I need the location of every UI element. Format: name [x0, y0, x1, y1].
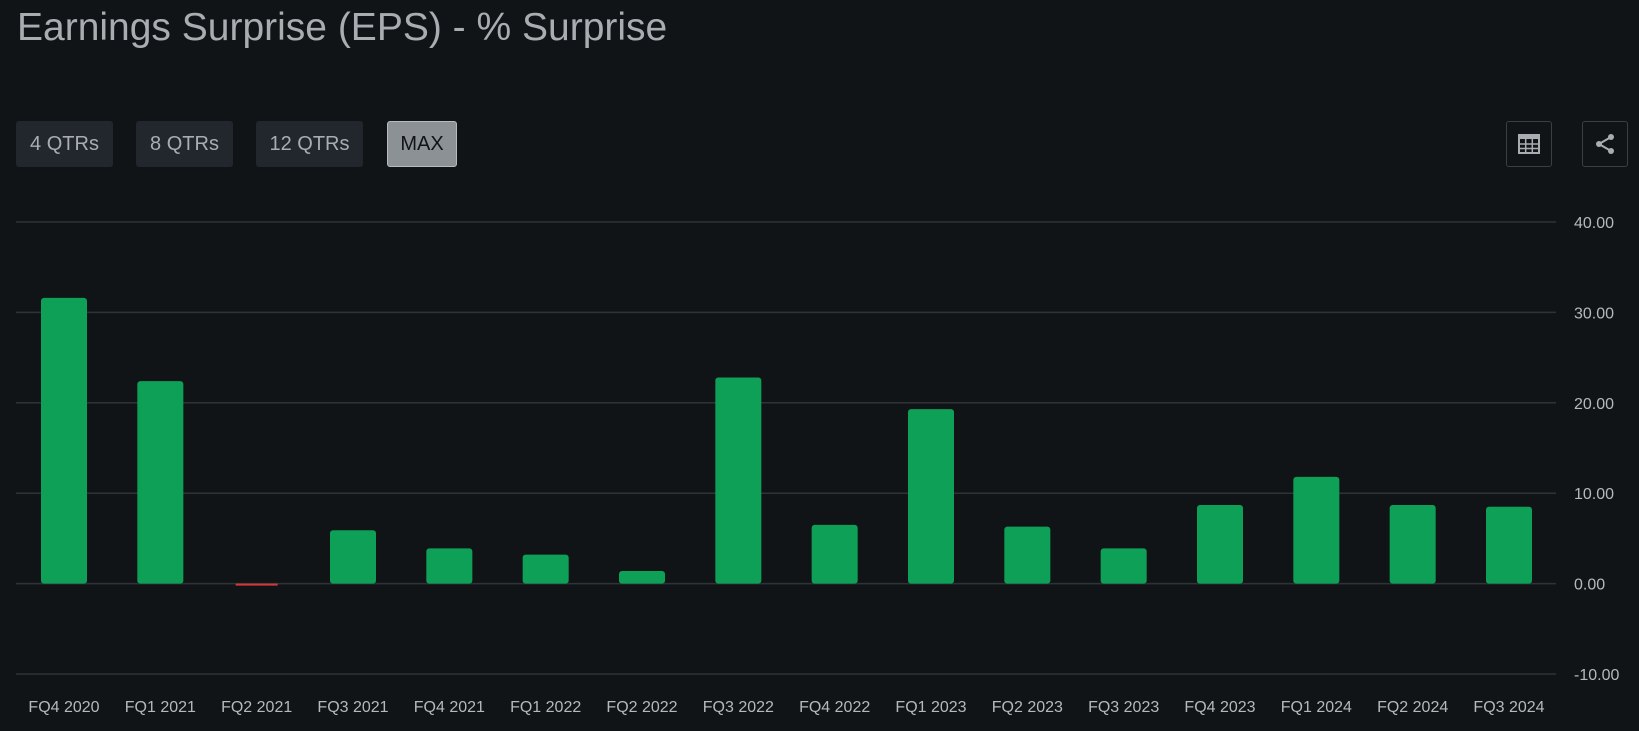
bar [1389, 504, 1436, 584]
x-tick-label: FQ1 2024 [1281, 699, 1352, 716]
range-max-button[interactable]: MAX [387, 121, 457, 167]
x-tick-label: FQ2 2021 [221, 699, 292, 716]
bar [619, 570, 665, 584]
bar [908, 409, 954, 584]
y-tick-label: 30.00 [1574, 305, 1614, 322]
x-tick-label: FQ4 2023 [1184, 699, 1255, 716]
y-tick-label: -10.00 [1574, 667, 1619, 684]
x-tick-label: FQ4 2022 [799, 699, 870, 716]
x-tick-label: FQ2 2023 [992, 699, 1063, 716]
x-tick-label: FQ1 2023 [895, 699, 966, 716]
range-12-qtrs-button[interactable]: 12 QTRs [256, 121, 363, 167]
x-tick-label: FQ3 2023 [1088, 699, 1159, 716]
page-title: Earnings Surprise (EPS) - % Surprise [17, 6, 668, 49]
bar [330, 530, 376, 584]
y-tick-label: 0.00 [1574, 577, 1605, 594]
bar [426, 548, 473, 584]
bar [1293, 476, 1340, 584]
share-button[interactable] [1582, 121, 1628, 167]
bar [715, 377, 762, 584]
x-tick-label: FQ4 2021 [414, 699, 485, 716]
range-8-qtrs-button[interactable]: 8 QTRs [136, 121, 233, 167]
x-tick-label: FQ2 2024 [1377, 699, 1448, 716]
x-tick-label: FQ1 2022 [510, 699, 581, 716]
share-icon [1596, 134, 1614, 154]
y-tick-label: 10.00 [1574, 486, 1614, 503]
table-icon [1518, 134, 1540, 154]
bar [522, 554, 569, 584]
bar [1197, 504, 1243, 584]
bar [137, 381, 184, 584]
range-4-qtrs-button[interactable]: 4 QTRs [16, 121, 113, 167]
bar [811, 524, 858, 584]
x-tick-label: FQ2 2022 [606, 699, 677, 716]
x-tick-label: FQ3 2021 [317, 699, 388, 716]
bar [235, 583, 278, 586]
x-tick-label: FQ3 2024 [1473, 699, 1544, 716]
bar [1004, 526, 1051, 584]
x-tick-label: FQ4 2020 [28, 699, 99, 716]
x-tick-label: FQ1 2021 [125, 699, 196, 716]
bar [1486, 506, 1532, 584]
y-tick-label: 40.00 [1574, 215, 1614, 232]
table-view-button[interactable] [1506, 121, 1552, 167]
bar [1100, 548, 1147, 584]
x-tick-label: FQ3 2022 [703, 699, 774, 716]
y-tick-label: 20.00 [1574, 396, 1614, 413]
bar [41, 297, 87, 584]
